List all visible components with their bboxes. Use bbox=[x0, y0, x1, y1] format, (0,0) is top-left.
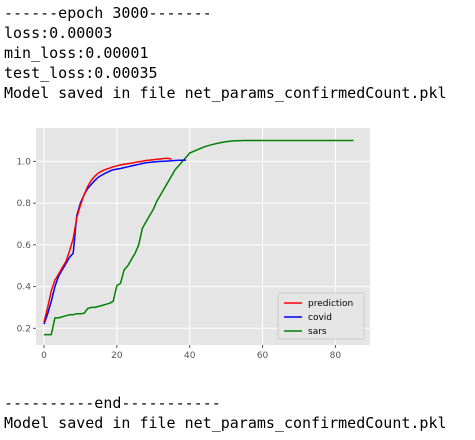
end-marker-line: ----------end----------- bbox=[4, 394, 221, 412]
y-tick-label: 0.2 bbox=[17, 324, 31, 334]
y-tick-label: 0.8 bbox=[17, 199, 32, 209]
y-tick-label: 1.0 bbox=[17, 157, 32, 167]
grid bbox=[36, 128, 370, 345]
model-saved-line: Model saved in file net_params_confirmed… bbox=[4, 84, 447, 102]
legend-label-prediction: prediction bbox=[308, 299, 353, 309]
y-tick-label: 0.4 bbox=[17, 283, 32, 293]
loss-line: loss:0.00003 bbox=[4, 24, 113, 42]
legend-box bbox=[277, 292, 365, 340]
series-line-prediction bbox=[43, 157, 172, 323]
series-lines bbox=[43, 139, 354, 336]
min-loss-line: min_loss:0.00001 bbox=[4, 44, 149, 62]
x-tick-label: 20 bbox=[111, 351, 123, 361]
y-tick-label: 0.6 bbox=[17, 241, 32, 251]
series-line-sars bbox=[44, 139, 354, 336]
epoch-header-line: ------epoch 3000------- bbox=[4, 4, 212, 22]
model-saved-final-line: Model saved in file net_params_confirmed… bbox=[4, 414, 447, 432]
x-tick-label: 40 bbox=[184, 351, 196, 361]
legend-label-sars: sars bbox=[308, 327, 327, 337]
legend-label-covid: covid bbox=[308, 313, 332, 323]
axis-ticks: 0 20 40 60 80 0.2 0.4 0.6 0.8 1.0 bbox=[17, 157, 342, 361]
x-tick-label: 60 bbox=[257, 351, 269, 361]
training-results-chart: 0 20 40 60 80 0.2 0.4 0.6 0.8 1.0 prediction covid… bbox=[17, 128, 370, 361]
legend: prediction covid sars bbox=[277, 292, 365, 340]
test-loss-line: test_loss:0.00035 bbox=[4, 64, 158, 82]
x-tick-label: 80 bbox=[330, 351, 342, 361]
series-line-covid bbox=[43, 159, 187, 325]
x-tick-label: 0 bbox=[41, 351, 47, 361]
